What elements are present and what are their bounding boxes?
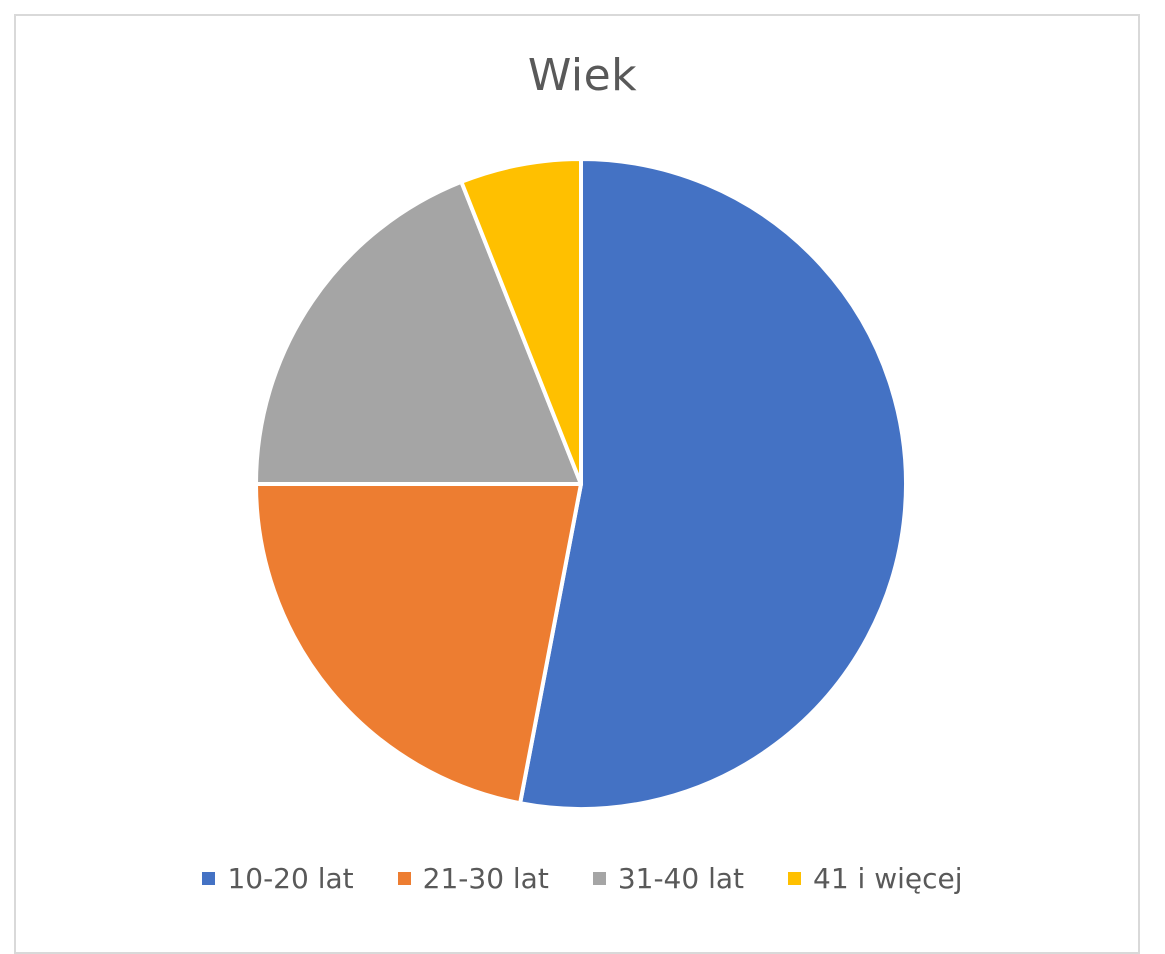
- legend-label: 10-20 lat: [227, 862, 354, 895]
- legend-label: 31-40 lat: [617, 862, 745, 895]
- legend-label: 21-30 lat: [422, 862, 549, 895]
- chart-title: Wiek: [527, 50, 638, 101]
- pie-slice-1[interactable]: [518, 157, 908, 811]
- legend-item-31-40[interactable]: 31-40 lat: [592, 862, 745, 895]
- legend-swatch: [202, 872, 216, 885]
- legend-item-21-30[interactable]: 21-30 lat: [397, 862, 549, 895]
- pie-slice-2[interactable]: [254, 482, 583, 806]
- legend-swatch: [788, 872, 802, 885]
- chart-legend: 10-20 lat 21-30 lat 31-40 lat 41 i więce…: [0, 862, 1165, 895]
- legend-item-10-20[interactable]: 10-20 lat: [202, 862, 354, 895]
- legend-item-41-plus[interactable]: 41 i więcej: [788, 862, 963, 895]
- pie-slice-4[interactable]: [459, 157, 583, 486]
- legend-swatch: [397, 872, 411, 885]
- legend-label: 41 i więcej: [813, 862, 963, 895]
- pie-slice-3[interactable]: [254, 179, 583, 486]
- pie-slices: [254, 157, 908, 811]
- legend-swatch: [592, 872, 606, 885]
